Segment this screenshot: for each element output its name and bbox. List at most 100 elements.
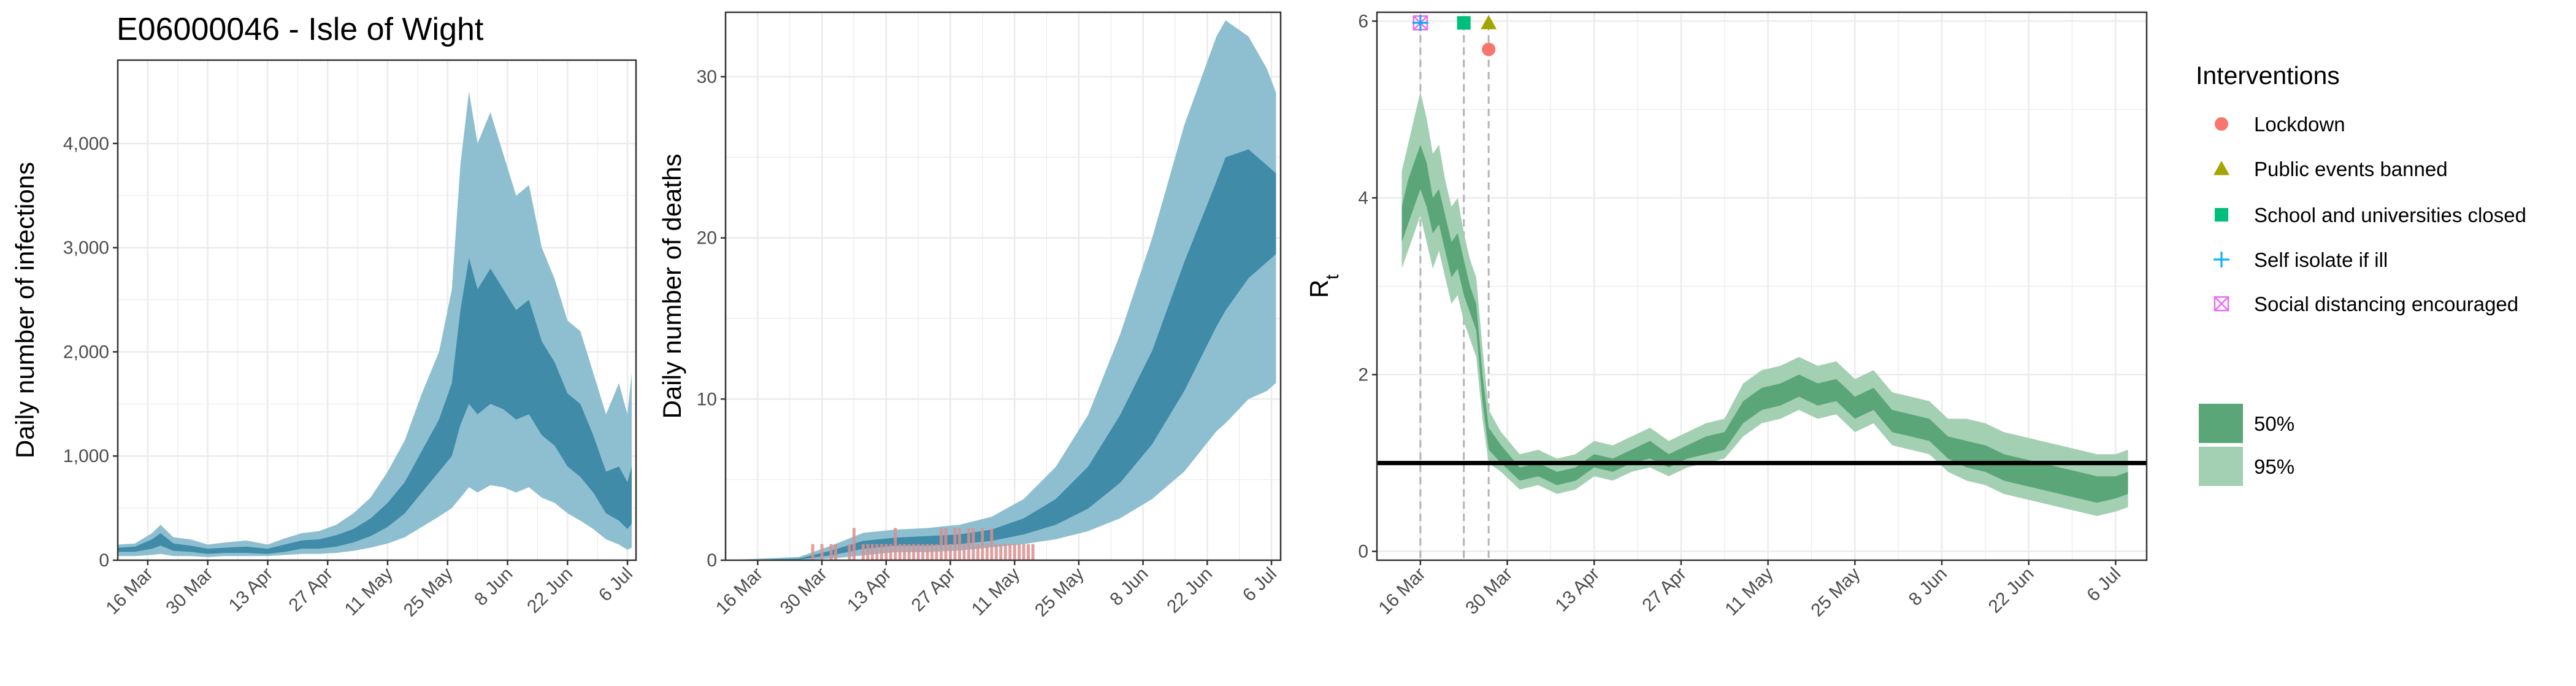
legend-key-square xyxy=(2214,207,2229,222)
y-tick-label: 0 xyxy=(99,550,109,571)
legend-title: Interventions xyxy=(2196,61,2340,90)
x-tick-label: 25 May xyxy=(1031,564,1088,621)
death-bar xyxy=(948,544,952,560)
y-axis-title: Daily number of deaths xyxy=(657,154,686,419)
panel-border xyxy=(724,11,1282,561)
x-tick-label: 11 May xyxy=(1721,564,1777,620)
death-bar xyxy=(972,528,975,560)
death-bar xyxy=(898,544,902,560)
death-bar xyxy=(981,528,984,560)
death-bar xyxy=(976,544,979,560)
y-tick-label: 2,000 xyxy=(63,342,109,362)
observed-deaths xyxy=(811,528,1035,560)
legend-key-triangle xyxy=(2214,161,2229,175)
x-tick-label: 30 Mar xyxy=(162,564,217,619)
ci95-band xyxy=(1401,91,2128,517)
legend-ci-item: 50% xyxy=(2199,404,2294,443)
death-bar xyxy=(1018,544,1021,560)
legend-item: Social distancing encouraged xyxy=(2214,293,2518,315)
y-axis-title: Rt xyxy=(1305,274,1343,298)
death-bar xyxy=(870,544,874,560)
intervention-marker-circle xyxy=(1482,42,1496,56)
legend-label: Public events banned xyxy=(2254,158,2448,180)
x-tick-label: 13 Apr xyxy=(843,564,895,616)
intervention-marker-triangle xyxy=(1481,15,1497,29)
ci50-band xyxy=(1401,145,2128,503)
death-bar xyxy=(916,544,920,560)
y-axis-title: Daily number of infections xyxy=(10,162,39,458)
x-tick-label: 6 Jul xyxy=(2083,564,2125,606)
x-tick-label: 6 Jul xyxy=(1239,564,1281,606)
death-bar xyxy=(1013,544,1016,560)
x-tick-label: 13 Apr xyxy=(225,564,277,616)
legend-label: Social distancing encouraged xyxy=(2254,293,2518,315)
death-bar xyxy=(903,544,907,560)
panel-reproduction-number: 0 2 4 6 16 Mar 30 Mar 13 Apr 27 Apr 11 May 25 May… xyxy=(1305,11,2148,621)
x-tick-label: 30 Mar xyxy=(1462,564,1516,619)
y-tick-label: 0 xyxy=(707,550,717,571)
legend-key-square-cross xyxy=(2214,296,2229,312)
x-tick-label: 6 Jul xyxy=(595,564,637,606)
death-bar xyxy=(967,528,970,560)
legend-item: School and universities closed xyxy=(2214,204,2526,226)
y-tick-label: 10 xyxy=(697,389,717,409)
y-tick-label: 30 xyxy=(697,67,717,87)
death-bar xyxy=(926,544,929,560)
ci50-band xyxy=(118,258,632,554)
death-bar xyxy=(894,528,897,560)
death-bar xyxy=(930,544,934,560)
legend-label: School and universities closed xyxy=(2254,204,2526,226)
death-bar xyxy=(1008,544,1012,560)
legend-key-square-cross xyxy=(2214,296,2229,311)
x-tick-label: 22 Jun xyxy=(523,564,577,617)
legend-label: Lockdown xyxy=(2254,113,2345,136)
x-tick-label: 16 Mar xyxy=(1374,564,1429,619)
y-tick-label: 6 xyxy=(1358,11,1368,31)
x-tick-label: 25 May xyxy=(400,564,457,621)
death-bar xyxy=(829,544,833,560)
death-bar xyxy=(889,544,892,560)
death-bar xyxy=(962,544,966,560)
intervention-marker-square xyxy=(1457,16,1471,30)
x-tick-label: 16 Mar xyxy=(712,564,767,619)
death-bar xyxy=(1027,544,1030,560)
y-tick-label: 0 xyxy=(1358,542,1368,562)
x-tick-label: 27 Apr xyxy=(1638,564,1690,616)
death-bar xyxy=(957,528,961,560)
death-bar xyxy=(852,528,856,560)
legend: Interventions Lockdown Public events banne… xyxy=(2196,61,2526,486)
legend-item: Public events banned xyxy=(2214,158,2448,180)
death-bar xyxy=(1031,544,1035,560)
x-tick-label: 22 Jun xyxy=(1163,564,1216,617)
panel-deaths: 0 10 20 30 16 Mar 30 Mar 13 Apr 27 Apr 11 May 25 … xyxy=(657,11,1282,621)
y-axis-title-subscript: t xyxy=(1322,274,1343,280)
death-bar xyxy=(861,544,865,560)
death-bar xyxy=(866,544,870,560)
death-bar xyxy=(875,544,879,560)
x-tick-label: 11 May xyxy=(968,564,1024,620)
death-bar xyxy=(1022,544,1025,560)
death-bar xyxy=(999,544,1003,560)
x-tick-label: 13 Apr xyxy=(1552,564,1604,616)
y-tick-label: 20 xyxy=(697,228,717,249)
y-tick-label: 4,000 xyxy=(63,134,109,154)
x-tick-label: 8 Jun xyxy=(470,564,516,610)
legend-ci-label: 95% xyxy=(2254,455,2294,478)
legend-key-circle xyxy=(2214,117,2229,131)
panel-border xyxy=(117,59,637,561)
death-bar xyxy=(907,544,911,560)
y-tick-label: 3,000 xyxy=(63,238,109,258)
death-bar xyxy=(953,528,957,560)
x-tick-label: 11 May xyxy=(341,564,397,620)
death-bar xyxy=(944,528,948,560)
x-tick-label: 8 Jun xyxy=(1106,564,1152,610)
legend-ci-item: 95% xyxy=(2199,447,2294,486)
death-bar xyxy=(811,544,815,560)
death-bar xyxy=(834,544,838,560)
x-tick-label: 27 Apr xyxy=(908,564,960,616)
death-bar xyxy=(820,544,824,560)
panel-border xyxy=(1376,11,2148,561)
legend-ci-swatch xyxy=(2199,404,2243,443)
